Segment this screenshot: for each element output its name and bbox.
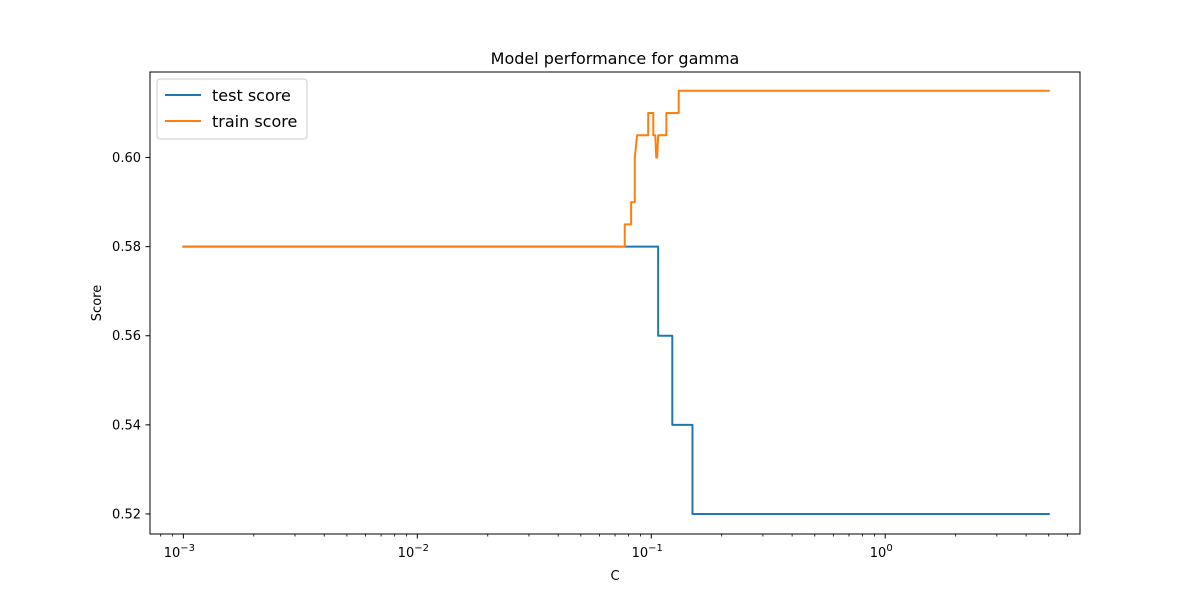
legend-label-test-score: test score xyxy=(212,86,291,105)
chart-title: Model performance for gamma xyxy=(491,49,740,68)
series-line-test-score xyxy=(182,245,1050,515)
y-tick-label: 0.52 xyxy=(112,507,141,522)
y-axis: 0.52 0.54 0.56 0.58 0.60 xyxy=(112,151,150,522)
legend-label-train-score: train score xyxy=(212,112,297,131)
x-axis-label: C xyxy=(610,569,619,584)
y-tick-label: 0.54 xyxy=(112,418,141,433)
legend: test score train score xyxy=(156,78,308,140)
series-group xyxy=(182,89,1050,515)
y-axis-label: Score xyxy=(90,285,105,321)
x-axis: 10−3 10−2 10−1 100 xyxy=(160,534,1068,561)
y-tick-label: 0.56 xyxy=(112,329,141,344)
series-line-train-score xyxy=(182,89,1050,248)
y-tick-label: 0.58 xyxy=(112,240,141,255)
y-tick-label: 0.60 xyxy=(112,151,141,166)
